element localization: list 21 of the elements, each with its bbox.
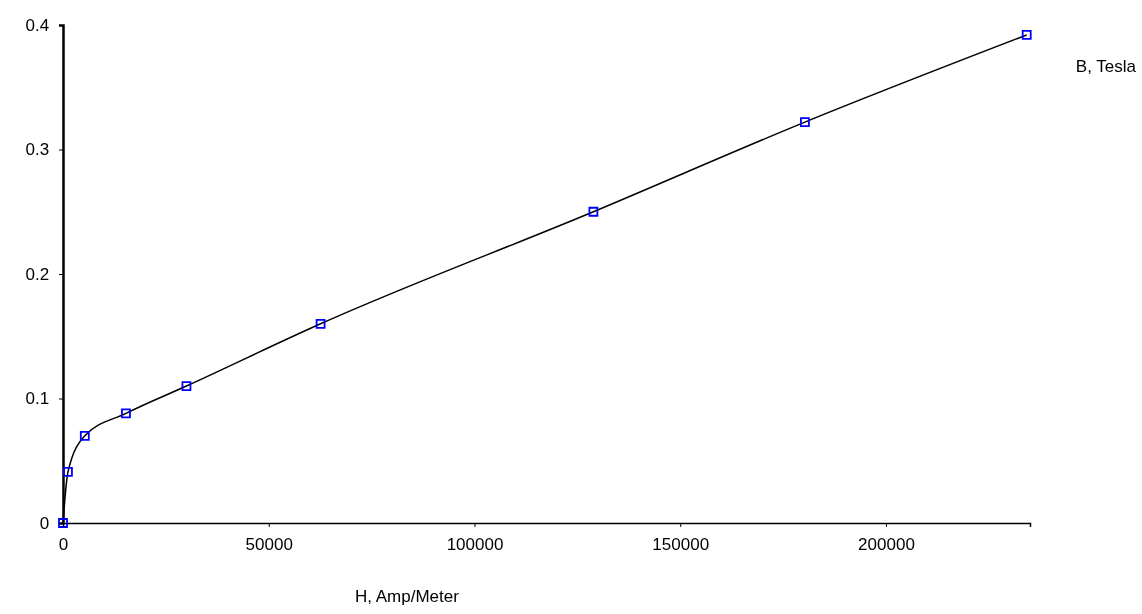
point: [63, 467, 73, 477]
point: [58, 518, 68, 528]
point: [79, 430, 90, 441]
y-tick-label: 0.4: [25, 15, 50, 35]
x-tick-label: 100000: [446, 535, 504, 555]
x-tick-label: 150000: [652, 535, 710, 555]
point: [315, 318, 326, 329]
point: [588, 206, 599, 217]
point: [1021, 30, 1032, 40]
y-tick-label: 0.2: [25, 264, 50, 284]
point: [800, 117, 810, 128]
x-tick-label: 50000: [245, 535, 293, 555]
y-tick-label: 0.3: [25, 140, 50, 160]
point: [181, 381, 192, 391]
x-tick-label: 200000: [858, 535, 915, 555]
x-axis-title: H, Amp/Meter: [355, 587, 460, 606]
y-tick-label: 0: [39, 513, 50, 533]
point: [121, 408, 131, 419]
y-tick-label: 0.1: [25, 389, 50, 409]
y-axis-title: B, Tesla: [1075, 57, 1137, 76]
x-tick-label: 0: [58, 535, 69, 555]
